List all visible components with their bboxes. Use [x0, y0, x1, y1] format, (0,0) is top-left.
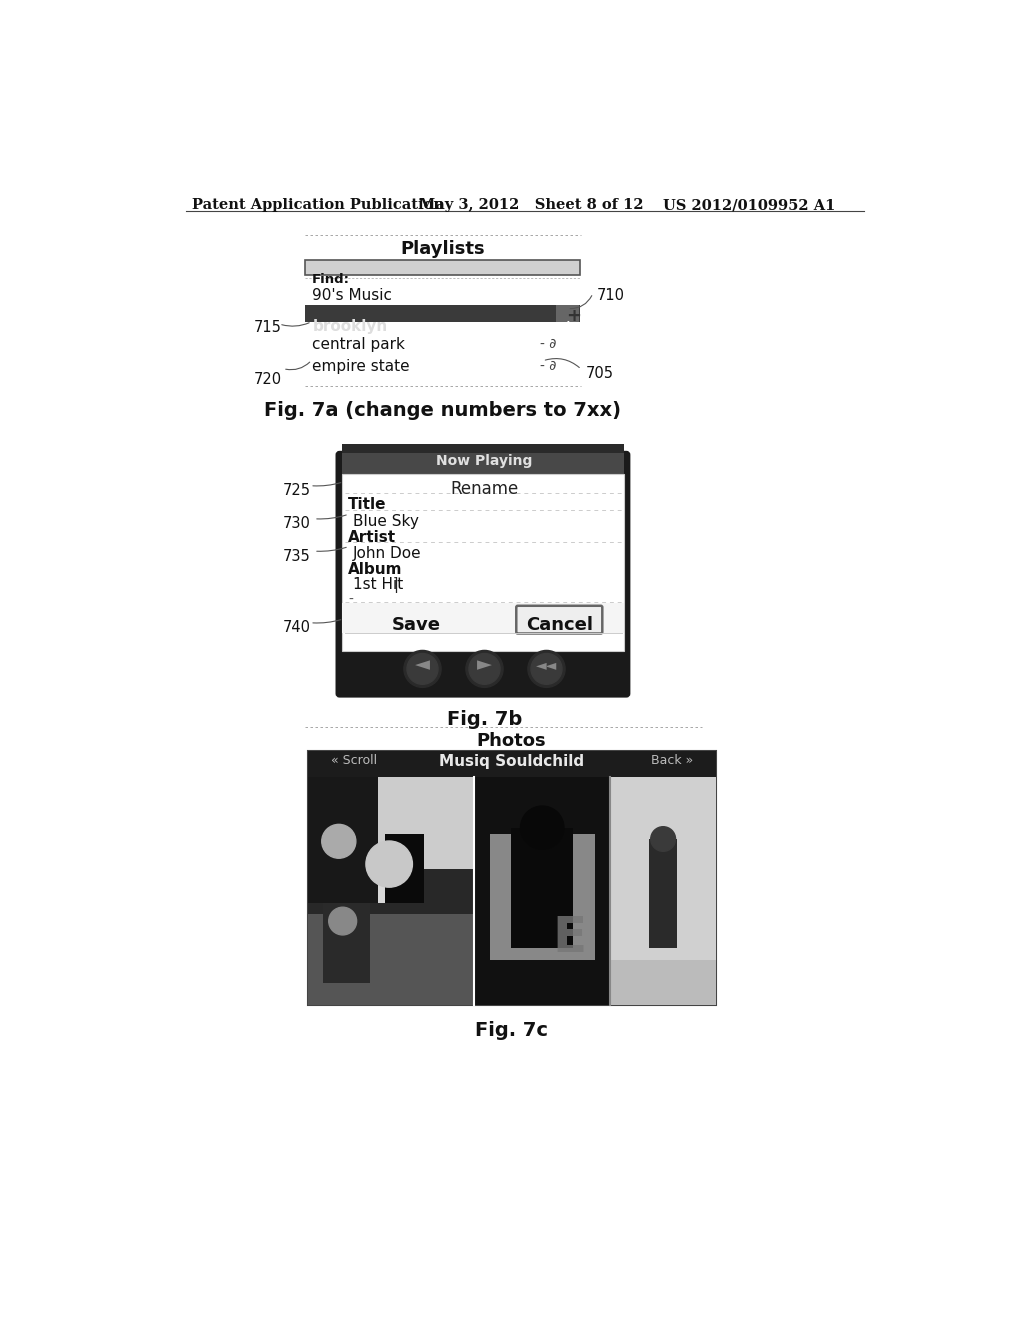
Circle shape — [520, 807, 564, 849]
Text: Fig. 7b: Fig. 7b — [446, 710, 522, 729]
FancyBboxPatch shape — [342, 453, 624, 474]
Text: Artist: Artist — [348, 529, 396, 545]
Text: Title: Title — [348, 498, 387, 512]
Text: Find:: Find: — [311, 273, 349, 286]
Text: 710: 710 — [597, 288, 625, 302]
Text: Fig. 7a (change numbers to 7xx): Fig. 7a (change numbers to 7xx) — [264, 401, 622, 420]
Circle shape — [366, 841, 413, 887]
Text: John Doe: John Doe — [352, 546, 421, 561]
Text: - ∂: - ∂ — [541, 359, 557, 372]
Text: 90's Music: 90's Music — [311, 288, 391, 302]
FancyBboxPatch shape — [516, 606, 602, 634]
Text: Musiq Souldchild: Musiq Souldchild — [439, 755, 585, 770]
FancyBboxPatch shape — [370, 861, 417, 903]
FancyBboxPatch shape — [342, 603, 624, 634]
Circle shape — [469, 653, 500, 684]
Text: brooklyn: brooklyn — [313, 319, 388, 334]
Circle shape — [403, 651, 441, 688]
Circle shape — [528, 651, 565, 688]
Text: Save: Save — [392, 615, 440, 634]
Text: 705: 705 — [586, 367, 614, 381]
Text: May 3, 2012   Sheet 8 of 12: May 3, 2012 Sheet 8 of 12 — [419, 198, 643, 213]
FancyBboxPatch shape — [610, 777, 716, 1006]
Text: Rename: Rename — [451, 480, 518, 498]
Text: 740: 740 — [283, 620, 311, 635]
Text: 715: 715 — [254, 321, 282, 335]
FancyBboxPatch shape — [305, 260, 580, 276]
Text: -: - — [348, 593, 353, 607]
FancyBboxPatch shape — [305, 305, 580, 322]
Text: 725: 725 — [283, 483, 311, 499]
Circle shape — [531, 653, 562, 684]
Text: Cancel: Cancel — [526, 615, 593, 634]
Text: Patent Application Publication: Patent Application Publication — [191, 198, 443, 213]
FancyBboxPatch shape — [489, 834, 595, 960]
Circle shape — [322, 825, 356, 858]
Text: empire state: empire state — [311, 359, 410, 374]
FancyBboxPatch shape — [308, 915, 474, 1006]
Text: +: + — [566, 308, 581, 325]
Text: ►: ► — [477, 656, 492, 675]
FancyBboxPatch shape — [511, 828, 573, 949]
Text: US 2012/0109952 A1: US 2012/0109952 A1 — [663, 198, 836, 213]
FancyBboxPatch shape — [649, 840, 677, 949]
FancyBboxPatch shape — [342, 474, 624, 651]
Text: 720: 720 — [254, 372, 282, 388]
FancyBboxPatch shape — [308, 751, 716, 1006]
Text: ◄◄: ◄◄ — [536, 659, 557, 672]
FancyBboxPatch shape — [324, 903, 370, 982]
FancyBboxPatch shape — [610, 960, 716, 1006]
FancyBboxPatch shape — [308, 751, 716, 777]
Text: central park: central park — [311, 337, 404, 352]
FancyBboxPatch shape — [556, 305, 579, 322]
Text: Back »: Back » — [650, 755, 693, 767]
FancyBboxPatch shape — [337, 453, 629, 696]
Text: E: E — [553, 915, 587, 962]
Text: Album: Album — [348, 562, 402, 577]
Text: - ∂: - ∂ — [541, 337, 557, 351]
Circle shape — [407, 653, 438, 684]
Text: ◄: ◄ — [415, 656, 430, 675]
Text: 735: 735 — [283, 549, 310, 564]
Text: Fig. 7c: Fig. 7c — [475, 1020, 548, 1040]
Text: 730: 730 — [283, 516, 311, 532]
Text: « Scroll: « Scroll — [331, 755, 377, 767]
FancyBboxPatch shape — [474, 777, 610, 1006]
Text: Photos: Photos — [477, 733, 547, 750]
FancyBboxPatch shape — [385, 833, 424, 903]
Circle shape — [650, 826, 676, 851]
Circle shape — [466, 651, 503, 688]
Text: |: | — [393, 577, 398, 593]
FancyBboxPatch shape — [308, 777, 378, 903]
Text: Now Playing: Now Playing — [436, 454, 532, 469]
Text: +: + — [561, 319, 573, 334]
Text: Playlists: Playlists — [400, 240, 485, 257]
FancyBboxPatch shape — [525, 825, 559, 834]
Circle shape — [329, 907, 356, 935]
FancyBboxPatch shape — [342, 444, 624, 453]
FancyBboxPatch shape — [308, 869, 474, 1006]
FancyBboxPatch shape — [511, 828, 573, 949]
Text: 1st Hit: 1st Hit — [352, 577, 403, 593]
Text: Blue Sky: Blue Sky — [352, 515, 419, 529]
